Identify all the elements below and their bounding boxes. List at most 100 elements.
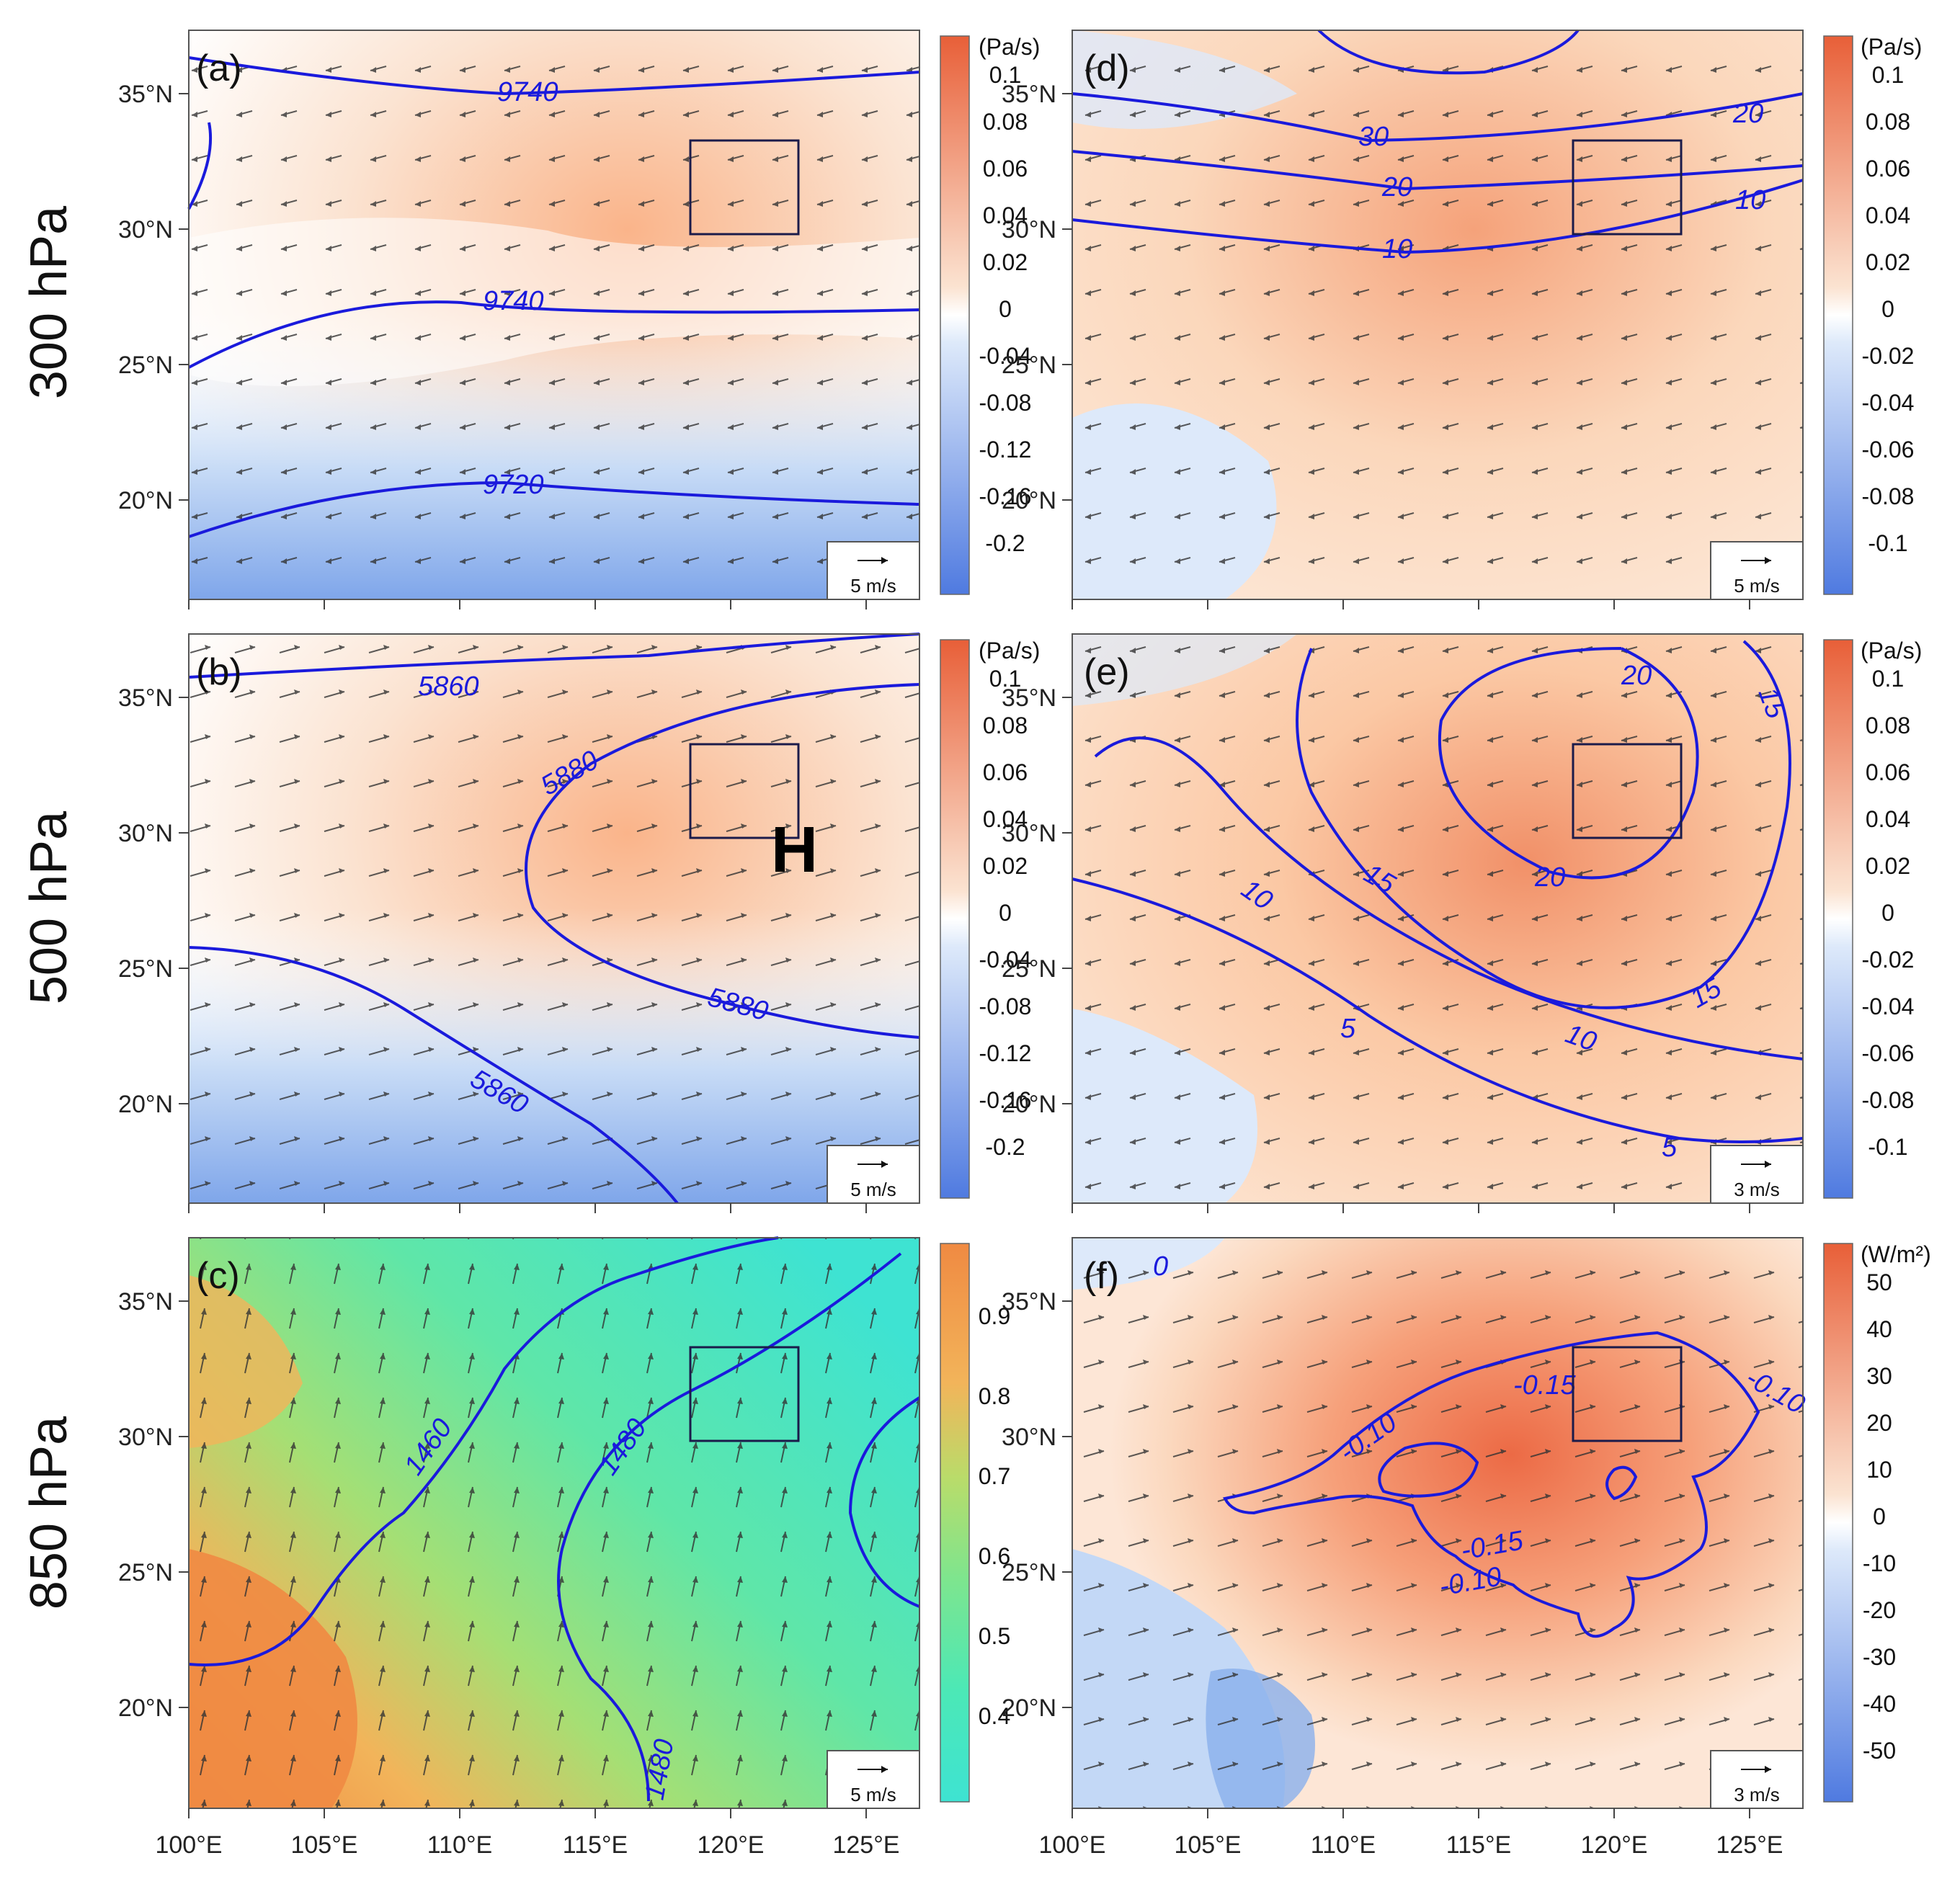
panel-label: (e) bbox=[1084, 651, 1130, 693]
colorbar-tick-label: -0.04 bbox=[1862, 993, 1915, 1019]
contour-label: 10 bbox=[1382, 234, 1412, 264]
colorbar-tick-label: 0.06 bbox=[1866, 759, 1910, 785]
colorbar-tick-label: -0.2 bbox=[985, 1134, 1025, 1160]
lat-tick-label: 35°N bbox=[1002, 81, 1056, 108]
colorbar-tick-label: -30 bbox=[1863, 1644, 1896, 1670]
colorbar-f: (W/m²) 50 40 30 20 10 0 -10 -20 -30 -40 -50 bbox=[1823, 1241, 1931, 1803]
colorbar-unit: (Pa/s) bbox=[979, 34, 1040, 60]
colorbar-tick-label: 0.04 bbox=[983, 806, 1028, 832]
contour-label: 5 bbox=[1662, 1133, 1678, 1163]
colorbar-tick-label: 0.1 bbox=[989, 62, 1021, 88]
colorbar-tick-label: 0.02 bbox=[1866, 249, 1910, 275]
contour-label: 10 bbox=[1735, 185, 1765, 215]
reference-vector: 3 m/s bbox=[1710, 1145, 1804, 1204]
colorbar-tick-label: 0.08 bbox=[1866, 713, 1910, 738]
reference-vector: 5 m/s bbox=[1710, 541, 1804, 600]
colorbar-tick-label: -0.06 bbox=[1862, 1040, 1915, 1066]
lat-tick-label: 30°N bbox=[1002, 820, 1056, 847]
contour-label: 5 bbox=[1340, 1014, 1356, 1044]
colorbar-tick-label: 0.7 bbox=[979, 1463, 1010, 1489]
colorbar-tick-label: 0.1 bbox=[1872, 666, 1904, 692]
colorbar-tick-label: 0.08 bbox=[1866, 109, 1910, 135]
lat-tick-label: 20°N bbox=[1002, 1694, 1056, 1722]
panel-c: 1460 1480 1480 (c) 5 m/s bbox=[188, 1236, 921, 1809]
longitude-ticks: 100°E 105°E 110°E 115°E 120°E 125°E 100°E 105°E… bbox=[155, 599, 1783, 1859]
colorbar-tick-label: 0.04 bbox=[1866, 806, 1910, 832]
colorbar-tick-label: -50 bbox=[1863, 1738, 1896, 1764]
colorbar-tick-label: 0.5 bbox=[979, 1623, 1010, 1649]
lat-tick-label: 30°N bbox=[1002, 216, 1056, 244]
lat-tick-label: 25°N bbox=[118, 955, 173, 983]
lat-tick-label: 35°N bbox=[118, 81, 173, 108]
contour-label: 20 bbox=[1381, 172, 1412, 202]
colorbar-tick-label: 0 bbox=[999, 296, 1012, 322]
colorbar-tick-label: -0.2 bbox=[985, 530, 1025, 556]
colorbar-tick-label: 20 bbox=[1866, 1410, 1892, 1436]
colorbar-c: 0.9 0.8 0.7 0.6 0.5 0.4 bbox=[940, 1243, 1010, 1803]
colorbar-tick-label: -0.08 bbox=[979, 993, 1032, 1019]
colorbar-a: (Pa/s) 0.1 0.08 0.06 0.04 0.02 0 -0.04 -0.08 -0.… bbox=[940, 34, 1040, 595]
colorbar-b: (Pa/s) 0.1 0.08 0.06 0.04 0.02 0 -0.04 -0.08 -0.… bbox=[940, 638, 1040, 1199]
ref-vector-label: 3 m/s bbox=[1734, 1784, 1780, 1805]
colorbar-tick-label: 0 bbox=[1873, 1504, 1886, 1529]
colorbar-tick-label: -0.16 bbox=[979, 483, 1032, 509]
lat-tick-label: 20°N bbox=[1002, 487, 1056, 514]
ref-vector-label: 5 m/s bbox=[850, 1784, 896, 1805]
lat-tick-label: 25°N bbox=[1002, 955, 1056, 983]
colorbar-tick-label: -0.12 bbox=[979, 1040, 1032, 1066]
contour-label: 20 bbox=[1621, 661, 1652, 691]
lat-tick-label: 35°N bbox=[1002, 684, 1056, 712]
colorbar-tick-label: -0.16 bbox=[979, 1087, 1032, 1113]
colorbar-tick-label: -0.12 bbox=[979, 437, 1032, 463]
colorbar-tick-label: -0.02 bbox=[1862, 343, 1915, 369]
colorbar-tick-label: 0 bbox=[1881, 296, 1894, 322]
panel-d: 30 20 20 10 10 (d) 5 m/s bbox=[1072, 29, 1804, 600]
contour-label: 0 bbox=[1153, 1251, 1168, 1282]
lat-tick-label: 25°N bbox=[1002, 1559, 1056, 1586]
colorbar-tick-label: -40 bbox=[1863, 1691, 1896, 1717]
contour-label: 30 bbox=[1358, 122, 1389, 152]
colorbar-tick-label: 30 bbox=[1866, 1363, 1892, 1389]
colorbar-tick-label: 0.06 bbox=[983, 156, 1028, 182]
colorbar-tick-label: -0.02 bbox=[1862, 947, 1915, 973]
colorbar-tick-label: 0.02 bbox=[983, 249, 1028, 275]
reference-vector: 5 m/s bbox=[827, 1145, 920, 1204]
colorbar-tick-label: 0.06 bbox=[983, 759, 1028, 785]
colorbar-tick-label: -0.1 bbox=[1868, 530, 1907, 556]
contour-label: 9740 bbox=[483, 286, 544, 316]
lat-tick-label: 25°N bbox=[118, 352, 173, 379]
colorbar-tick-label: -0.04 bbox=[979, 947, 1032, 973]
colorbar-d: (Pa/s) 0.1 0.08 0.06 0.04 0.02 0 -0.02 -0.04 -0.… bbox=[1823, 34, 1922, 595]
lat-tick-label: 35°N bbox=[1002, 1288, 1056, 1316]
reference-vector: 3 m/s bbox=[1710, 1750, 1804, 1809]
lat-tick-label: 35°N bbox=[118, 1288, 173, 1316]
lon-tick-label: 105°E bbox=[1174, 1831, 1241, 1859]
colorbar-tick-label: 0.04 bbox=[983, 202, 1028, 228]
row-label-850: 850 hPa bbox=[20, 1416, 78, 1609]
lon-tick-label: 115°E bbox=[1446, 1831, 1511, 1859]
lat-tick-label: 20°N bbox=[118, 1694, 173, 1722]
colorbar-tick-label: 0.06 bbox=[1866, 156, 1910, 182]
lon-tick-label: 125°E bbox=[1716, 1831, 1783, 1859]
lon-tick-label: 100°E bbox=[1038, 1831, 1105, 1859]
colorbar-tick-label: 0.04 bbox=[1866, 202, 1910, 228]
colorbar-tick-label: 0.6 bbox=[979, 1543, 1010, 1569]
colorbar-tick-label: 0.9 bbox=[979, 1303, 1010, 1329]
panel-label: (c) bbox=[196, 1255, 240, 1297]
contour-label: 5860 bbox=[418, 671, 479, 702]
ref-vector-label: 5 m/s bbox=[1734, 575, 1780, 597]
colorbar-tick-label: 0.8 bbox=[979, 1383, 1010, 1409]
colorbar-tick-label: -0.08 bbox=[979, 390, 1032, 416]
colorbar-unit: (W/m²) bbox=[1861, 1241, 1931, 1267]
panel-e: 20 15 15 20 10 10 15 5 5 (e) 3 m/s bbox=[1072, 633, 1804, 1204]
ref-vector-label: 5 m/s bbox=[850, 1179, 896, 1200]
colorbar-tick-label: 0.02 bbox=[1866, 853, 1910, 879]
colorbar-unit: (Pa/s) bbox=[1861, 34, 1922, 60]
panel-f: 0 -0.15 -0.10 -0.10 -0.15 -0.10 (f) 3 m/… bbox=[1072, 1237, 1810, 1809]
panel-label: (f) bbox=[1084, 1255, 1119, 1297]
colorbar-tick-label: 50 bbox=[1866, 1269, 1892, 1295]
latitude-ticks: 35°N 30°N 25°N 20°N 35°N 30°N 25°N 20°N 35°N 30°N… bbox=[118, 81, 1072, 1722]
lat-tick-label: 30°N bbox=[118, 820, 173, 847]
panel-label: (d) bbox=[1084, 48, 1130, 89]
